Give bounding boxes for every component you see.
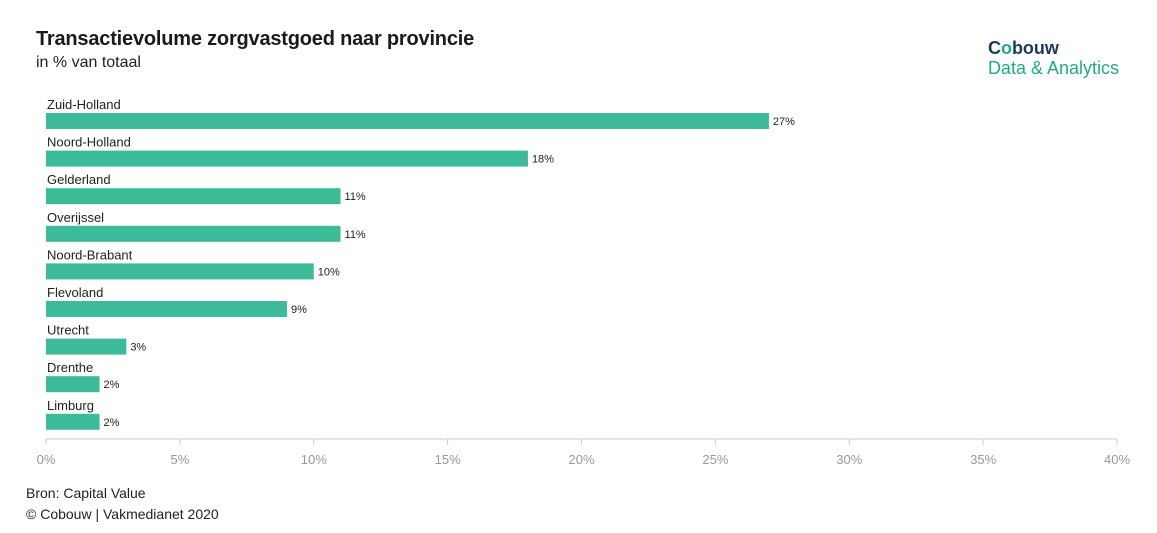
bar <box>46 413 100 430</box>
chart-subtitle: in % van totaal <box>36 54 141 71</box>
copyright-note: © Cobouw | Vakmedianet 2020 <box>26 506 219 522</box>
value-label: 2% <box>104 379 120 391</box>
source-note: Bron: Capital Value <box>26 485 146 501</box>
logo-tagline: Data & Analytics <box>987 58 1119 78</box>
x-tick-label: 10% <box>301 452 327 467</box>
x-tick-label: 30% <box>836 452 862 467</box>
x-tick-label: 5% <box>170 452 189 467</box>
category-label: Overijssel <box>47 210 104 225</box>
category-label: Noord-Brabant <box>47 247 133 262</box>
category-label: Limburg <box>47 398 94 413</box>
value-label: 18% <box>532 154 554 166</box>
bar <box>46 225 341 242</box>
bar <box>46 263 314 280</box>
chart-title: Transactievolume zorgvastgoed naar provi… <box>36 28 475 50</box>
value-label: 2% <box>104 417 120 429</box>
bar <box>46 338 127 355</box>
bar <box>46 150 528 167</box>
x-tick-label: 20% <box>568 452 594 467</box>
value-label: 11% <box>345 191 366 203</box>
logo-brand-o: o <box>1000 38 1012 58</box>
value-label: 10% <box>318 266 340 278</box>
bar <box>46 301 287 317</box>
x-tick-label: 35% <box>970 452 996 467</box>
x-tick-label: 40% <box>1104 452 1130 467</box>
value-label: 11% <box>345 229 366 241</box>
bar <box>46 113 769 129</box>
logo-brand: Cobouw <box>988 38 1119 58</box>
logo-brand-c: C <box>987 38 1001 58</box>
category-label: Zuid-Holland <box>47 97 121 112</box>
x-tick-label: 0% <box>37 452 56 467</box>
x-tick-label: 15% <box>435 452 461 467</box>
cobouw-logo: Cobouw Data & Analytics <box>988 38 1119 78</box>
x-tick-label: 25% <box>702 452 728 467</box>
value-label: 3% <box>130 342 146 354</box>
value-label: 27% <box>773 116 795 128</box>
category-label: Noord-Holland <box>47 135 131 150</box>
bar <box>46 376 100 393</box>
category-label: Gelderland <box>47 172 111 187</box>
value-label: 9% <box>291 304 307 316</box>
category-label: Utrecht <box>47 323 89 338</box>
bar <box>46 188 341 205</box>
category-label: Drenthe <box>47 360 93 375</box>
logo-brand-rest: bouw <box>1011 38 1059 58</box>
category-label: Flevoland <box>47 285 103 300</box>
